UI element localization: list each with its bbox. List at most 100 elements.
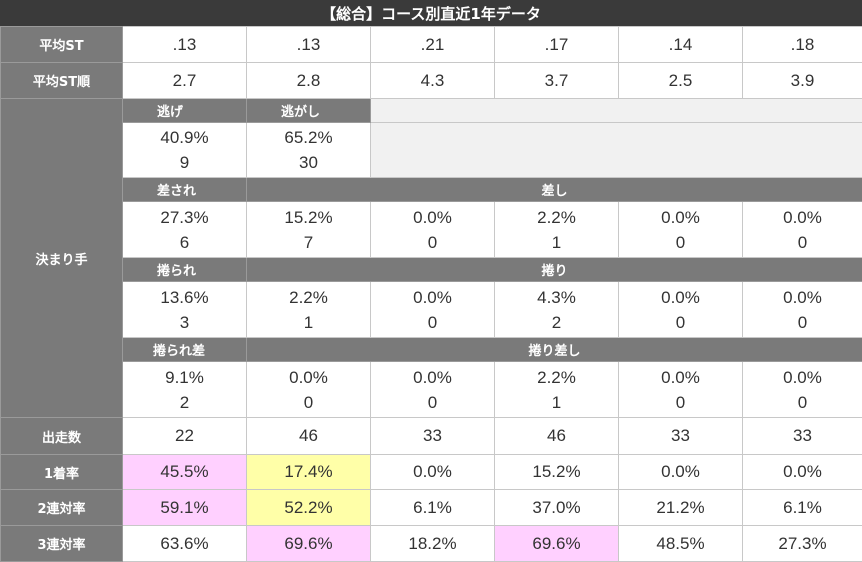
pct: 9.1% [123, 365, 246, 390]
kimarite-label-makurare-sa: 捲られ差 [123, 338, 247, 362]
row-avg-st-rank: 平均ST順 2.7 2.8 4.3 3.7 2.5 3.9 [1, 63, 862, 99]
count: 2 [123, 390, 246, 415]
pct: 65.2% [247, 125, 370, 150]
kimarite-label-makuri: 捲り [247, 258, 862, 282]
kimarite-cell-sashi: 0.0%0 [743, 202, 862, 258]
count: 30 [247, 150, 370, 175]
row-label-kimarite: 決まり手 [1, 99, 123, 418]
top3-rate-cell: 69.6% [247, 526, 371, 562]
row-label-top3-rate: 3連対率 [1, 526, 123, 562]
win-rate-cell: 0.0% [619, 455, 743, 490]
starts-cell: 46 [247, 418, 371, 455]
kimarite-cell-makuri-sashi: 0.0%0 [371, 362, 495, 418]
top2-rate-cell: 21.2% [619, 490, 743, 526]
kimarite-row-sashi: 27.3% 6 15.2%7 0.0%0 2.2%1 0.0%0 0.0%0 [1, 202, 862, 258]
pct: 27.3% [123, 205, 246, 230]
count: 1 [247, 310, 370, 335]
count: 9 [123, 150, 246, 175]
starts-cell: 46 [495, 418, 619, 455]
row-label-avg-st-rank: 平均ST順 [1, 63, 123, 99]
count: 0 [743, 310, 862, 335]
kimarite-cell-sasare: 27.3% 6 [123, 202, 247, 258]
top3-rate-cell: 69.6% [495, 526, 619, 562]
kimarite-label-sashi: 差し [247, 178, 862, 202]
kimarite-cell-makuri-sashi: 2.2%1 [495, 362, 619, 418]
avg-st-cell: .18 [743, 27, 862, 63]
kimarite-cell-makuri-sashi: 0.0%0 [743, 362, 862, 418]
pct: 40.9% [123, 125, 246, 150]
row-starts: 出走数 22 46 33 46 33 33 [1, 418, 862, 455]
count: 0 [619, 310, 742, 335]
count: 0 [619, 230, 742, 255]
row-label-win-rate: 1着率 [1, 455, 123, 490]
pct: 0.0% [619, 205, 742, 230]
pct: 2.2% [495, 205, 618, 230]
avg-st-rank-cell: 2.7 [123, 63, 247, 99]
avg-st-rank-cell: 4.3 [371, 63, 495, 99]
count: 3 [123, 310, 246, 335]
row-avg-st: 平均ST .13 .13 .21 .17 .14 .18 [1, 27, 862, 63]
top2-rate-cell: 59.1% [123, 490, 247, 526]
starts-cell: 33 [371, 418, 495, 455]
kimarite-subheader-makuri-sashi: 捲られ差 捲り差し [1, 338, 862, 362]
pct: 2.2% [495, 365, 618, 390]
row-label-avg-st: 平均ST [1, 27, 123, 63]
row-win-rate: 1着率 45.5% 17.4% 0.0% 15.2% 0.0% 0.0% [1, 455, 862, 490]
count: 1 [495, 390, 618, 415]
kimarite-cell-makuri: 0.0%0 [619, 282, 743, 338]
avg-st-rank-cell: 3.9 [743, 63, 862, 99]
top3-rate-cell: 48.5% [619, 526, 743, 562]
starts-cell: 22 [123, 418, 247, 455]
avg-st-cell: .17 [495, 27, 619, 63]
kimarite-label-makuri-sashi: 捲り差し [247, 338, 862, 362]
pct: 0.0% [371, 365, 494, 390]
kimarite-label-nigashi: 逃がし [247, 99, 371, 123]
top2-rate-cell: 37.0% [495, 490, 619, 526]
pct: 0.0% [743, 205, 862, 230]
kimarite-cell-makuri: 2.2%1 [247, 282, 371, 338]
win-rate-cell: 45.5% [123, 455, 247, 490]
count: 0 [371, 390, 494, 415]
top3-rate-cell: 18.2% [371, 526, 495, 562]
count: 0 [619, 390, 742, 415]
avg-st-rank-cell: 2.5 [619, 63, 743, 99]
row-label-top2-rate: 2連対率 [1, 490, 123, 526]
kimarite-row-nige: 40.9% 9 65.2% 30 [1, 123, 862, 178]
count: 0 [743, 390, 862, 415]
top3-rate-cell: 63.6% [123, 526, 247, 562]
win-rate-cell: 15.2% [495, 455, 619, 490]
empty-area [371, 123, 862, 178]
pct: 0.0% [371, 285, 494, 310]
pct: 13.6% [123, 285, 246, 310]
avg-st-rank-cell: 3.7 [495, 63, 619, 99]
kimarite-cell-sashi: 2.2%1 [495, 202, 619, 258]
course-stats-table: 平均ST .13 .13 .21 .17 .14 .18 平均ST順 2.7 2… [0, 26, 862, 562]
pct: 0.0% [619, 365, 742, 390]
count: 0 [371, 310, 494, 335]
starts-cell: 33 [743, 418, 862, 455]
count: 2 [495, 310, 618, 335]
kimarite-subheader-sashi: 差され 差し [1, 178, 862, 202]
kimarite-cell-nigashi: 65.2% 30 [247, 123, 371, 178]
avg-st-cell: .21 [371, 27, 495, 63]
kimarite-cell-nige: 40.9% 9 [123, 123, 247, 178]
count: 0 [247, 390, 370, 415]
avg-st-cell: .13 [247, 27, 371, 63]
empty-area [371, 99, 862, 123]
pct: 15.2% [247, 205, 370, 230]
avg-st-cell: .14 [619, 27, 743, 63]
win-rate-cell: 0.0% [371, 455, 495, 490]
kimarite-row-makuri-sashi: 9.1% 2 0.0%0 0.0%0 2.2%1 0.0%0 0.0%0 [1, 362, 862, 418]
starts-cell: 33 [619, 418, 743, 455]
kimarite-subheader-nige: 決まり手 逃げ 逃がし [1, 99, 862, 123]
pct: 4.3% [495, 285, 618, 310]
top3-rate-cell: 27.3% [743, 526, 862, 562]
kimarite-label-makurare: 捲られ [123, 258, 247, 282]
kimarite-cell-makurare-sa: 9.1% 2 [123, 362, 247, 418]
count: 7 [247, 230, 370, 255]
kimarite-label-nige: 逃げ [123, 99, 247, 123]
win-rate-cell: 0.0% [743, 455, 862, 490]
kimarite-cell-makuri-sashi: 0.0%0 [247, 362, 371, 418]
row-top3-rate: 3連対率 63.6% 69.6% 18.2% 69.6% 48.5% 27.3% [1, 526, 862, 562]
page-title: 【総合】コース別直近1年データ [0, 0, 862, 26]
